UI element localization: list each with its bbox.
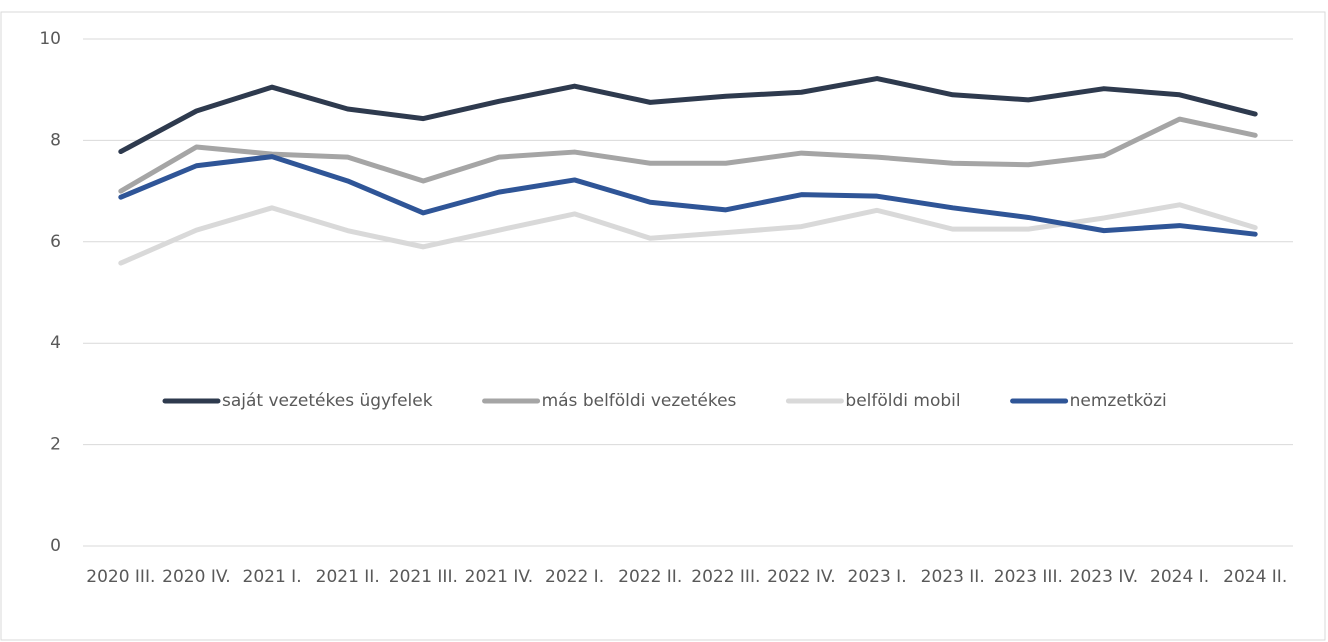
legend-label: nemzetközi	[1070, 391, 1167, 411]
x-tick-label: 2022 II.	[618, 567, 682, 587]
x-tick-label: 2024 II.	[1223, 567, 1287, 587]
y-tick-label: 10	[39, 29, 61, 49]
x-tick-label: 2021 II.	[316, 567, 380, 587]
legend-label: saját vezetékes ügyfelek	[222, 391, 433, 411]
x-tick-label: 2020 IV.	[162, 567, 231, 587]
legend-label: belföldi mobil	[845, 391, 960, 411]
x-tick-label: 2020 III.	[86, 567, 155, 587]
chart-frame	[0, 11, 1326, 641]
x-tick-label: 2023 IV.	[1070, 567, 1139, 587]
y-tick-label: 8	[50, 130, 61, 150]
y-tick-label: 2	[50, 435, 61, 455]
x-tick-label: 2022 III.	[691, 567, 760, 587]
y-tick-label: 4	[50, 333, 61, 353]
series-line	[118, 154, 1258, 237]
series-line	[118, 116, 1258, 194]
series-line	[118, 76, 1258, 155]
x-tick-label: 2021 IV.	[465, 567, 534, 587]
x-tick-label: 2023 II.	[921, 567, 985, 587]
x-tick-label: 2024 I.	[1150, 567, 1209, 587]
y-tick-label: 6	[50, 232, 61, 252]
x-tick-label: 2023 III.	[994, 567, 1063, 587]
x-tick-label: 2021 III.	[389, 567, 458, 587]
x-tick-label: 2023 I.	[848, 567, 907, 587]
x-tick-label: 2021 I.	[243, 567, 302, 587]
x-tick-label: 2022 IV.	[767, 567, 836, 587]
legend-label: más belföldi vezetékes	[542, 391, 737, 411]
x-tick-label: 2022 I.	[545, 567, 604, 587]
y-tick-label: 0	[50, 536, 61, 556]
